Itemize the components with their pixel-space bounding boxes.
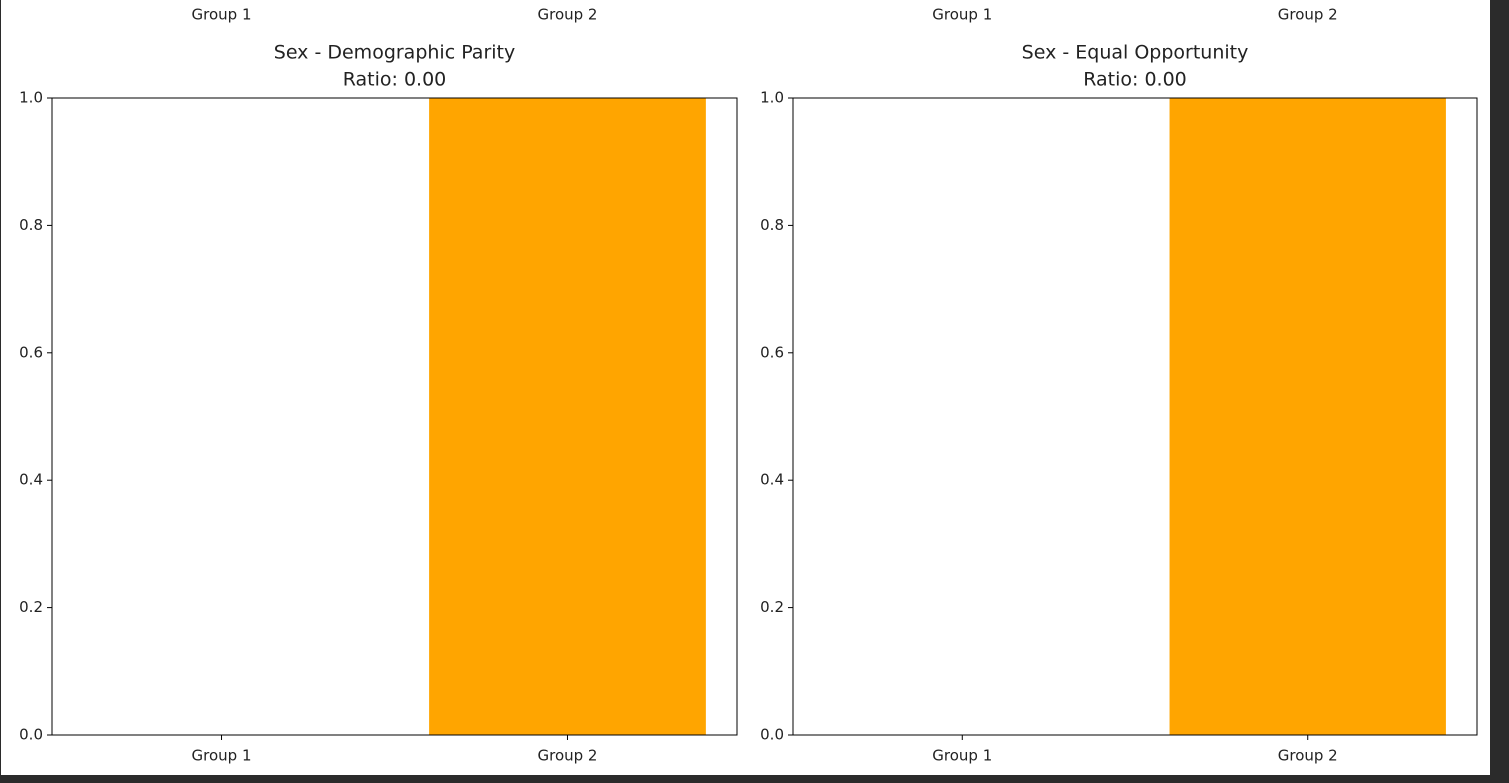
y-tick-label: 1.0 (19, 89, 43, 107)
axes-frame (792, 97, 1478, 736)
y-tick-label: 0.2 (19, 598, 43, 616)
x-tick-label: Group 1 (192, 747, 252, 765)
chart-title: Sex - Demographic Parity (274, 42, 515, 64)
y-tick-label: 0.0 (19, 726, 43, 744)
chart-subtitle: Ratio: 0.00 (1083, 69, 1187, 91)
y-tick-label: 0.0 (760, 726, 784, 744)
x-tick-label: Group 1 (192, 6, 252, 24)
x-tick-label: Group 2 (537, 6, 597, 24)
x-tick-label: Group 2 (1278, 747, 1338, 765)
bar (1169, 98, 1446, 735)
x-tick-label: Group 1 (932, 6, 992, 24)
bar (429, 98, 706, 735)
y-tick-label: 0.8 (760, 216, 784, 234)
x-tick-label: Group 2 (1278, 6, 1338, 24)
x-tick-label: Group 2 (537, 747, 597, 765)
y-tick-label: 0.8 (19, 216, 43, 234)
y-tick-label: 0.2 (760, 598, 784, 616)
y-tick-label: 0.6 (19, 343, 43, 361)
y-tick-label: 0.4 (19, 471, 43, 489)
chart-subtitle: Ratio: 0.00 (343, 69, 447, 91)
chart-title: Sex - Equal Opportunity (1022, 42, 1249, 64)
y-tick-label: 1.0 (760, 89, 784, 107)
y-tick-label: 0.6 (760, 343, 784, 361)
axes-frame (51, 97, 738, 736)
y-tick-label: 0.4 (760, 471, 784, 489)
x-tick-label: Group 1 (932, 747, 992, 765)
